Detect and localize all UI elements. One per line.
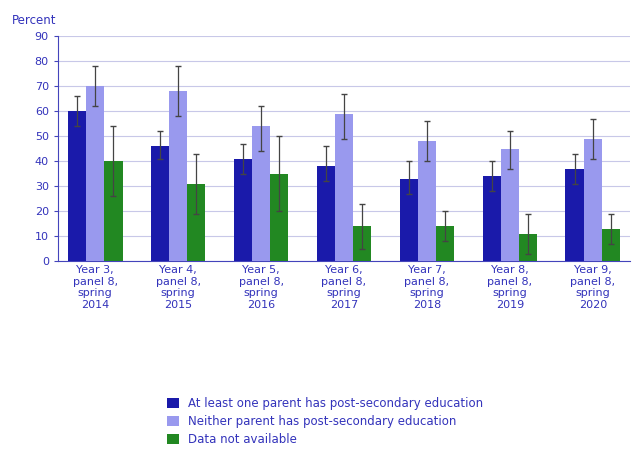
Bar xyxy=(335,113,353,261)
Bar xyxy=(86,86,104,261)
Bar xyxy=(270,174,289,261)
Bar xyxy=(316,166,335,261)
Bar xyxy=(436,226,455,261)
Bar xyxy=(353,226,372,261)
Bar xyxy=(68,111,86,261)
Text: Percent: Percent xyxy=(12,14,57,27)
Legend: At least one parent has post-secondary education, Neither parent has post-second: At least one parent has post-secondary e… xyxy=(167,397,483,446)
Bar xyxy=(150,146,169,261)
Bar xyxy=(169,91,187,261)
Bar xyxy=(602,229,620,261)
Bar xyxy=(584,139,602,261)
Bar xyxy=(399,179,418,261)
Bar xyxy=(519,234,538,261)
Bar xyxy=(482,176,501,261)
Bar xyxy=(104,161,123,261)
Bar xyxy=(565,168,584,261)
Bar xyxy=(233,158,252,261)
Bar xyxy=(501,148,519,261)
Bar xyxy=(252,126,270,261)
Bar xyxy=(187,184,206,261)
Bar xyxy=(418,141,436,261)
